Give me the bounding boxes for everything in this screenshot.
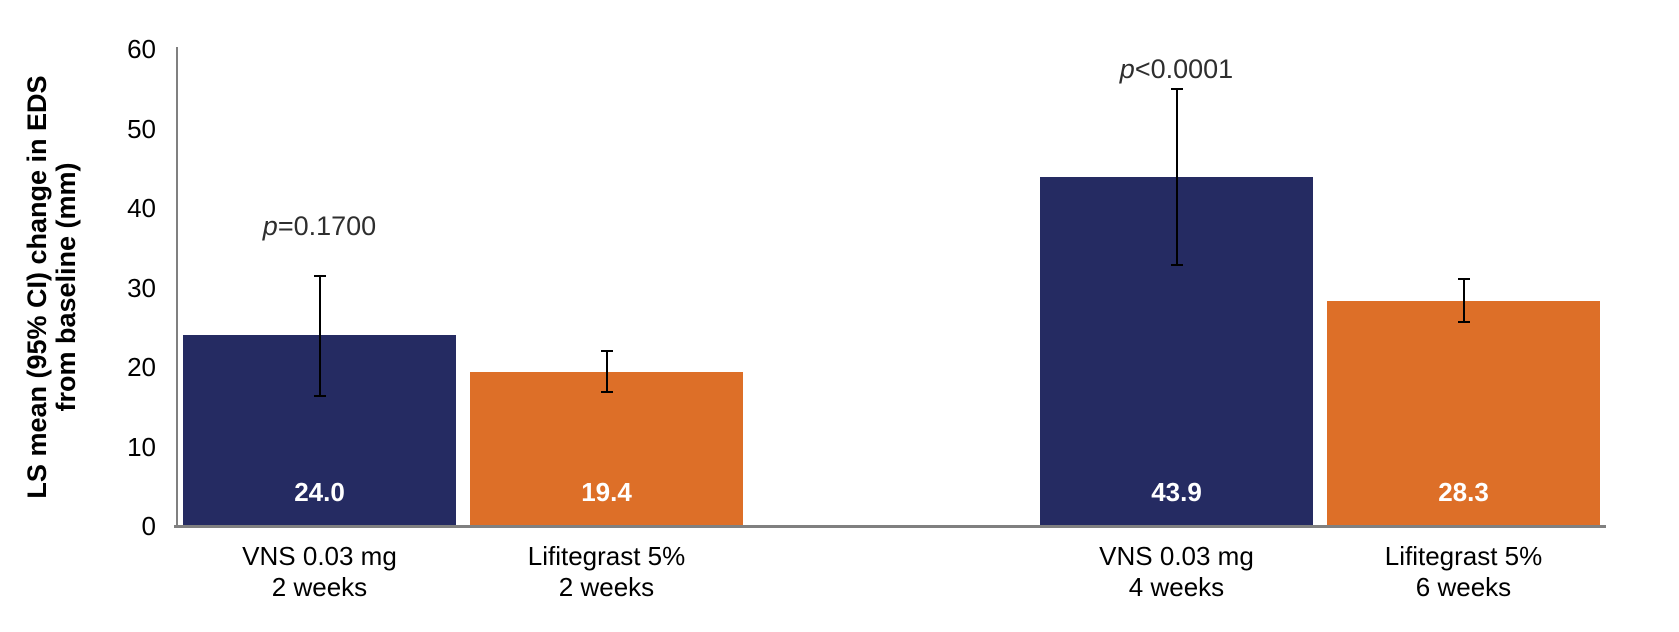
error-bar-line	[1462, 278, 1465, 323]
x-category-label: VNS 0.03 mg 2 weeks	[143, 541, 496, 603]
x-category-label-line-2: 6 weeks	[1415, 572, 1512, 602]
y-tick-label-40: 40	[127, 193, 156, 223]
bar-value-label: 28.3	[1438, 477, 1489, 507]
bar-value-label: 24.0	[294, 477, 345, 507]
p-annotation-italic-p: p	[1119, 54, 1135, 84]
y-tick-label-30: 30	[127, 272, 156, 303]
bar-lifitegrast-5--2-weeks	[470, 371, 743, 526]
error-bar-cap-bottom	[313, 394, 326, 397]
error-bar-cap-bottom	[600, 391, 613, 394]
y-tick-label-0: 0	[141, 511, 156, 541]
error-bar-cap-top	[313, 274, 326, 277]
x-category-label-line-2: 2 weeks	[271, 572, 368, 602]
error-bar-cap-bottom	[1457, 321, 1470, 324]
error-bar-cap-top	[600, 350, 613, 353]
y-axis-title-line-1: LS mean (95% CI) change in EDS	[22, 75, 52, 499]
p-value-annotation: p<0.0001	[1119, 54, 1234, 84]
x-category-label: Lifitegrast 5% 6 weeks	[1287, 541, 1640, 603]
x-category-label: Lifitegrast 5% 2 weeks	[430, 541, 783, 603]
y-tick-label-10: 10	[127, 431, 156, 462]
x-axis-baseline	[174, 525, 1606, 528]
x-category-label-line-1: Lifitegrast 5%	[1384, 541, 1543, 571]
error-bar-line	[605, 351, 608, 393]
y-tick-label-60: 60	[127, 34, 156, 64]
y-axis-line	[176, 47, 178, 526]
x-category-label-line-1: VNS 0.03 mg	[1099, 541, 1254, 571]
y-tick-label-50: 50	[127, 113, 156, 144]
x-category-label-line-1: VNS 0.03 mg	[242, 541, 397, 571]
error-bar-cap-bottom	[1170, 264, 1183, 267]
x-category-label-line-2: 2 weeks	[558, 572, 655, 602]
p-value-annotation: p=0.1700	[262, 211, 377, 241]
x-category-label-line-1: Lifitegrast 5%	[527, 541, 686, 571]
bar-value-label: 43.9	[1151, 477, 1202, 507]
error-bar-cap-top	[1457, 277, 1470, 280]
p-annotation-italic-p: p	[262, 211, 278, 241]
x-category-label: VNS 0.03 mg 4 weeks	[1000, 541, 1353, 603]
y-axis-title-line-2: from baseline (mm)	[51, 162, 81, 412]
y-tick-label-20: 20	[127, 352, 156, 382]
bar-lifitegrast-5--6-weeks	[1327, 301, 1600, 526]
error-bar-cap-top	[1170, 87, 1183, 90]
x-category-label-line-2: 4 weeks	[1128, 572, 1225, 602]
error-bar-line	[318, 275, 321, 396]
y-axis-title: LS mean (95% CI) change in EDS from base…	[22, 27, 81, 547]
error-bar-line	[1175, 88, 1178, 266]
bar-value-label: 19.4	[581, 477, 632, 507]
